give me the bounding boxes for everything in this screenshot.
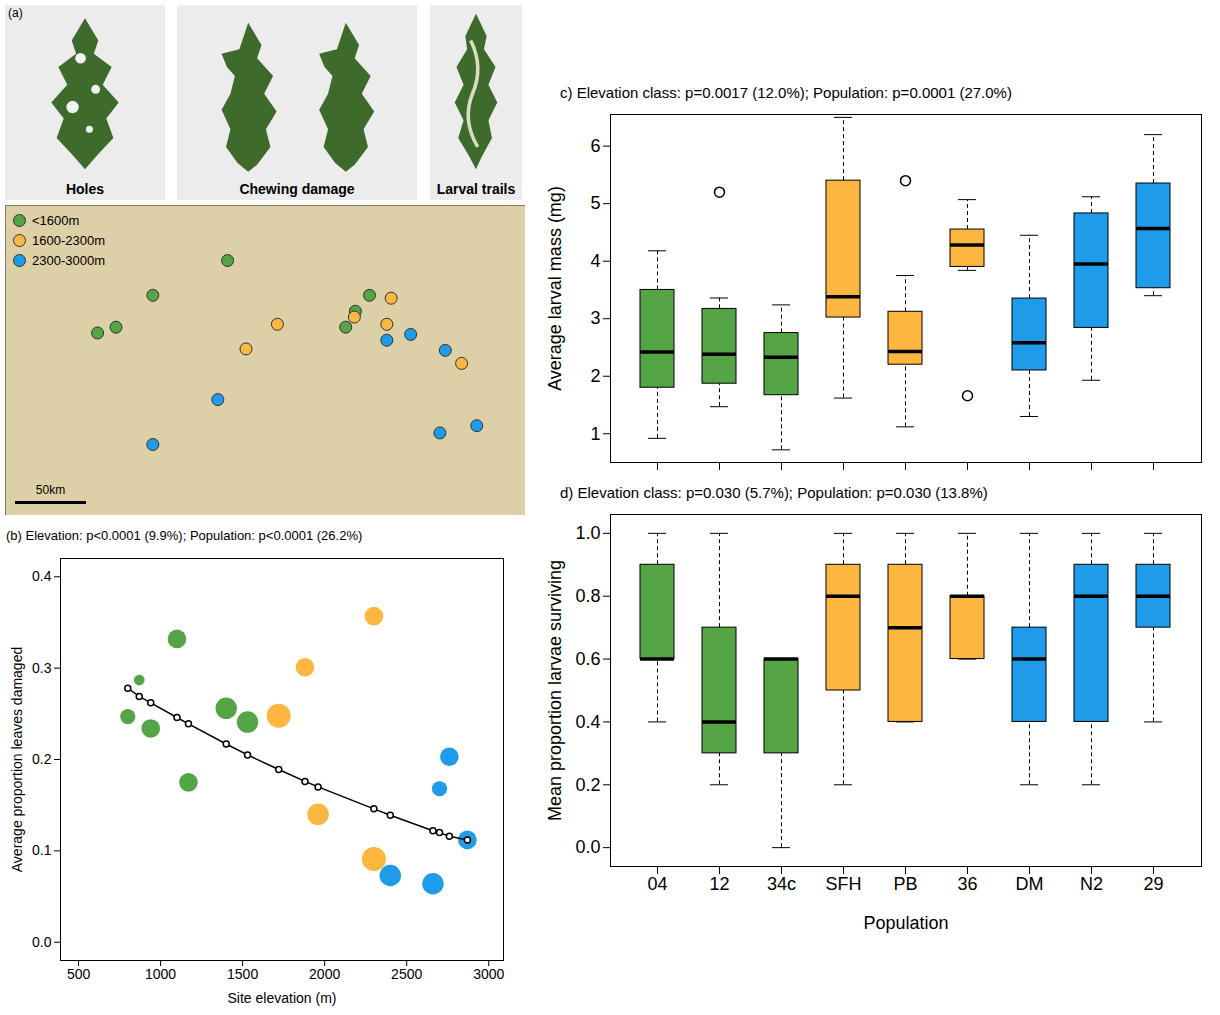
html-text:c) Elevation class: p=0.0017 (: c) Elevation class: p=0.0017 (12.0%); Po…: [560, 84, 1012, 101]
svg-text:2: 2: [590, 366, 600, 386]
svg-text:0.0: 0.0: [32, 934, 52, 950]
svg-text:Average proportion leaves dama: Average proportion leaves damaged: [9, 647, 25, 872]
html-text:2300-3000m: 2300-3000m: [32, 253, 105, 268]
svg-text:5: 5: [590, 193, 600, 213]
svg-text:1000: 1000: [145, 966, 176, 982]
svg-text:3000: 3000: [473, 966, 504, 982]
svg-text:PB: PB: [893, 874, 917, 894]
svg-text:6: 6: [590, 136, 600, 156]
svg-text:0.2: 0.2: [575, 775, 600, 795]
html-text:<1600m: <1600m: [32, 213, 80, 228]
svg-text:0.2: 0.2: [32, 751, 52, 767]
html-text:Holes: Holes: [65, 181, 105, 197]
svg-text:0.0: 0.0: [575, 837, 600, 857]
html-text:Larval trails: Larval trails: [436, 181, 516, 197]
svg-text:29: 29: [1143, 874, 1163, 894]
svg-text:Site elevation (m): Site elevation (m): [228, 990, 337, 1006]
svg-text:1: 1: [590, 423, 600, 443]
svg-text:34c: 34c: [767, 874, 796, 894]
svg-text:SFH: SFH: [826, 874, 862, 894]
html-text:(b) Elevation: p<0.0001 (9.9%): (b) Elevation: p<0.0001 (9.9%); Populati…: [6, 528, 363, 543]
svg-text:3: 3: [590, 308, 600, 328]
svg-text:04: 04: [647, 874, 667, 894]
svg-text:0.1: 0.1: [32, 842, 52, 858]
svg-text:1500: 1500: [227, 966, 258, 982]
svg-text:12: 12: [709, 874, 729, 894]
html-text:50km: 50km: [35, 483, 66, 497]
svg-text:0.3: 0.3: [32, 660, 52, 676]
svg-text:0.6: 0.6: [575, 649, 600, 669]
svg-text:36: 36: [957, 874, 977, 894]
svg-text:500: 500: [67, 966, 91, 982]
svg-text:0.8: 0.8: [575, 586, 600, 606]
svg-text:Average larval mass (mg): Average larval mass (mg): [545, 186, 565, 391]
svg-text:Population: Population: [863, 913, 948, 933]
svg-text:N2: N2: [1080, 874, 1103, 894]
html-text:Chewing damage: Chewing damage: [239, 181, 355, 197]
svg-text:0.4: 0.4: [575, 712, 600, 732]
svg-text:2000: 2000: [309, 966, 340, 982]
html-text:1600-2300m: 1600-2300m: [32, 233, 105, 248]
svg-text:DM: DM: [1016, 874, 1044, 894]
svg-text:0.4: 0.4: [32, 568, 52, 584]
html-text:d) Elevation class: p=0.030 (5: d) Elevation class: p=0.030 (5.7%); Popu…: [560, 484, 988, 501]
svg-text:Mean proportion larvae survivi: Mean proportion larvae surviving: [545, 560, 565, 821]
svg-text:4: 4: [590, 251, 600, 271]
svg-text:1.0: 1.0: [575, 523, 600, 543]
svg-text:2500: 2500: [391, 966, 422, 982]
html-text:(a): (a): [8, 6, 23, 20]
